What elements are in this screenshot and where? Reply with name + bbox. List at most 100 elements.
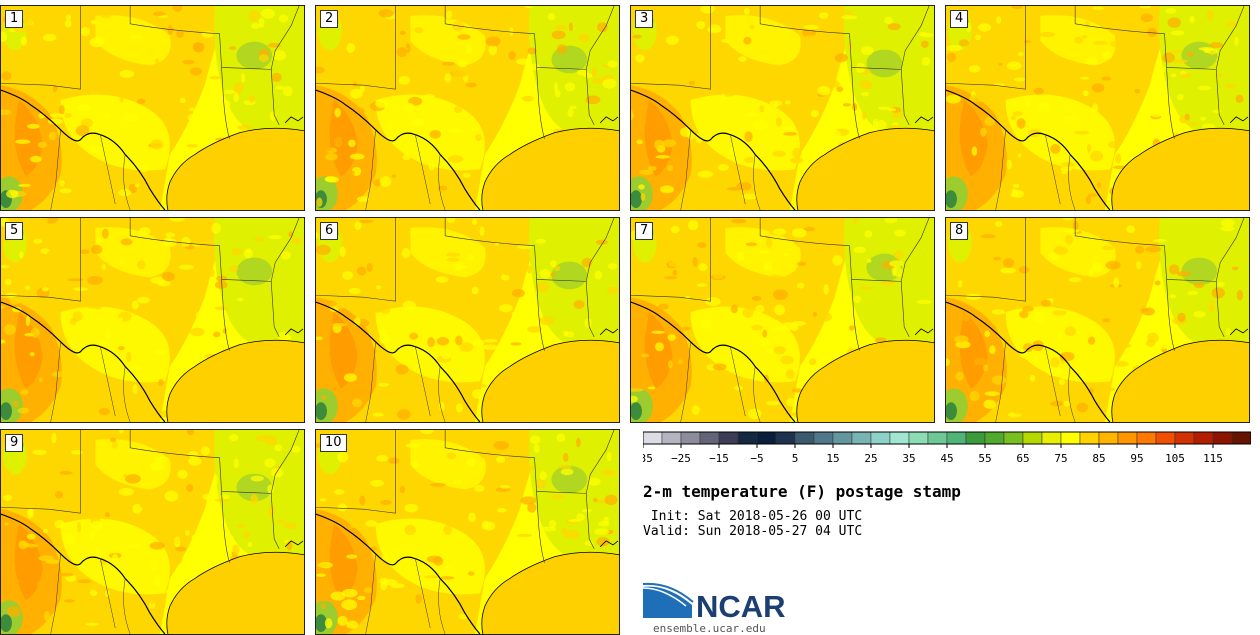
texture-blob bbox=[876, 119, 887, 131]
texture-blob bbox=[677, 359, 683, 365]
texture-blob bbox=[46, 250, 56, 260]
texture-blob bbox=[984, 116, 995, 127]
texture-blob bbox=[231, 247, 243, 256]
texture-blob bbox=[1149, 107, 1163, 118]
texture-blob bbox=[1115, 361, 1129, 367]
mexico-state-border bbox=[680, 341, 761, 422]
texture-blob bbox=[468, 226, 477, 234]
texture-blob bbox=[655, 155, 670, 159]
texture-blob bbox=[560, 468, 574, 476]
texture-blob bbox=[284, 522, 297, 530]
texture-blob bbox=[638, 150, 644, 155]
temperature-map bbox=[316, 6, 619, 210]
texture-blob bbox=[563, 529, 580, 539]
texture-blob bbox=[1018, 266, 1030, 274]
texture-blob bbox=[267, 484, 274, 494]
colorbar-swatch bbox=[1212, 431, 1233, 445]
texture-blob bbox=[316, 232, 319, 239]
texture-blob bbox=[641, 353, 650, 358]
coastline-delta bbox=[1229, 116, 1249, 124]
texture-blob bbox=[423, 94, 435, 99]
texture-blob bbox=[172, 6, 183, 12]
texture-blob bbox=[547, 12, 556, 21]
texture-blob bbox=[824, 79, 840, 88]
texture-blob bbox=[548, 520, 557, 529]
texture-blob bbox=[186, 143, 199, 148]
rio-grande-border bbox=[1, 89, 166, 210]
texture-blob bbox=[379, 577, 389, 585]
state-border bbox=[129, 6, 224, 101]
state-border bbox=[851, 6, 930, 70]
texture-blob bbox=[993, 306, 1000, 311]
texture-blob bbox=[688, 81, 696, 85]
texture-blob bbox=[154, 58, 160, 65]
cool-spot bbox=[236, 41, 273, 70]
texture-blob bbox=[1, 264, 9, 269]
state-border bbox=[631, 218, 711, 302]
state-border bbox=[585, 69, 595, 125]
texture-blob bbox=[533, 443, 540, 454]
texture-blob bbox=[1157, 66, 1167, 73]
colorbar-tick-label: 115 bbox=[1203, 452, 1223, 465]
texture-blob bbox=[602, 78, 617, 89]
texture-blob bbox=[356, 196, 370, 202]
texture-blob bbox=[286, 540, 293, 551]
gulf-water bbox=[166, 128, 304, 210]
texture-blob bbox=[119, 94, 124, 103]
texture-blob bbox=[120, 238, 133, 246]
texture-blob bbox=[804, 35, 818, 40]
state-border bbox=[1168, 100, 1175, 139]
texture-blob bbox=[380, 499, 392, 506]
colorbar-tick-label: 55 bbox=[978, 452, 991, 465]
texture-blob bbox=[495, 455, 506, 464]
texture-blob bbox=[55, 490, 64, 499]
texture-blob bbox=[136, 296, 150, 304]
texture-blob bbox=[370, 303, 385, 313]
texture-blob bbox=[333, 489, 345, 495]
texture-blob bbox=[169, 218, 185, 222]
texture-blob bbox=[467, 254, 474, 261]
texture-blob bbox=[1108, 141, 1118, 149]
texture-blob bbox=[178, 498, 188, 507]
colorbar-swatch bbox=[699, 431, 720, 445]
mountain-green-dark bbox=[1, 402, 12, 421]
mountain-green-dark bbox=[316, 614, 327, 633]
texture-blob bbox=[483, 339, 498, 343]
texture-blob bbox=[33, 218, 49, 225]
mild-region bbox=[95, 15, 171, 66]
texture-blob bbox=[817, 312, 833, 322]
colorbar-swatch bbox=[927, 431, 948, 445]
colorbar-tick-label: 5 bbox=[792, 452, 799, 465]
texture-blob bbox=[1076, 402, 1089, 413]
texture-blob bbox=[186, 484, 194, 492]
texture-blob bbox=[386, 272, 400, 279]
member-label: 8 bbox=[950, 222, 969, 240]
texture-blob bbox=[96, 237, 102, 244]
texture-blob bbox=[984, 391, 1000, 396]
texture-blob bbox=[527, 265, 532, 274]
colorbar-swatch bbox=[737, 431, 758, 445]
texture-blob bbox=[551, 30, 566, 40]
texture-blob bbox=[539, 316, 555, 326]
texture-blob bbox=[758, 250, 771, 254]
texture-blob bbox=[233, 92, 239, 103]
texture-blob bbox=[98, 261, 109, 267]
texture-blob bbox=[200, 136, 205, 144]
texture-blob bbox=[51, 432, 57, 444]
texture-blob bbox=[139, 504, 148, 509]
texture-blob bbox=[60, 572, 74, 577]
texture-blob bbox=[271, 467, 284, 478]
texture-blob bbox=[759, 105, 765, 113]
texture-blob bbox=[567, 108, 574, 118]
texture-blob bbox=[603, 516, 609, 525]
texture-blob bbox=[177, 43, 190, 51]
texture-blob bbox=[182, 10, 192, 21]
texture-blob bbox=[195, 311, 200, 319]
state-border bbox=[1, 218, 81, 302]
texture-blob bbox=[18, 183, 32, 187]
state-border bbox=[444, 430, 539, 525]
texture-blob bbox=[1215, 73, 1223, 78]
texture-blob bbox=[810, 109, 820, 118]
texture-blob bbox=[337, 615, 348, 626]
texture-blob bbox=[136, 98, 146, 105]
